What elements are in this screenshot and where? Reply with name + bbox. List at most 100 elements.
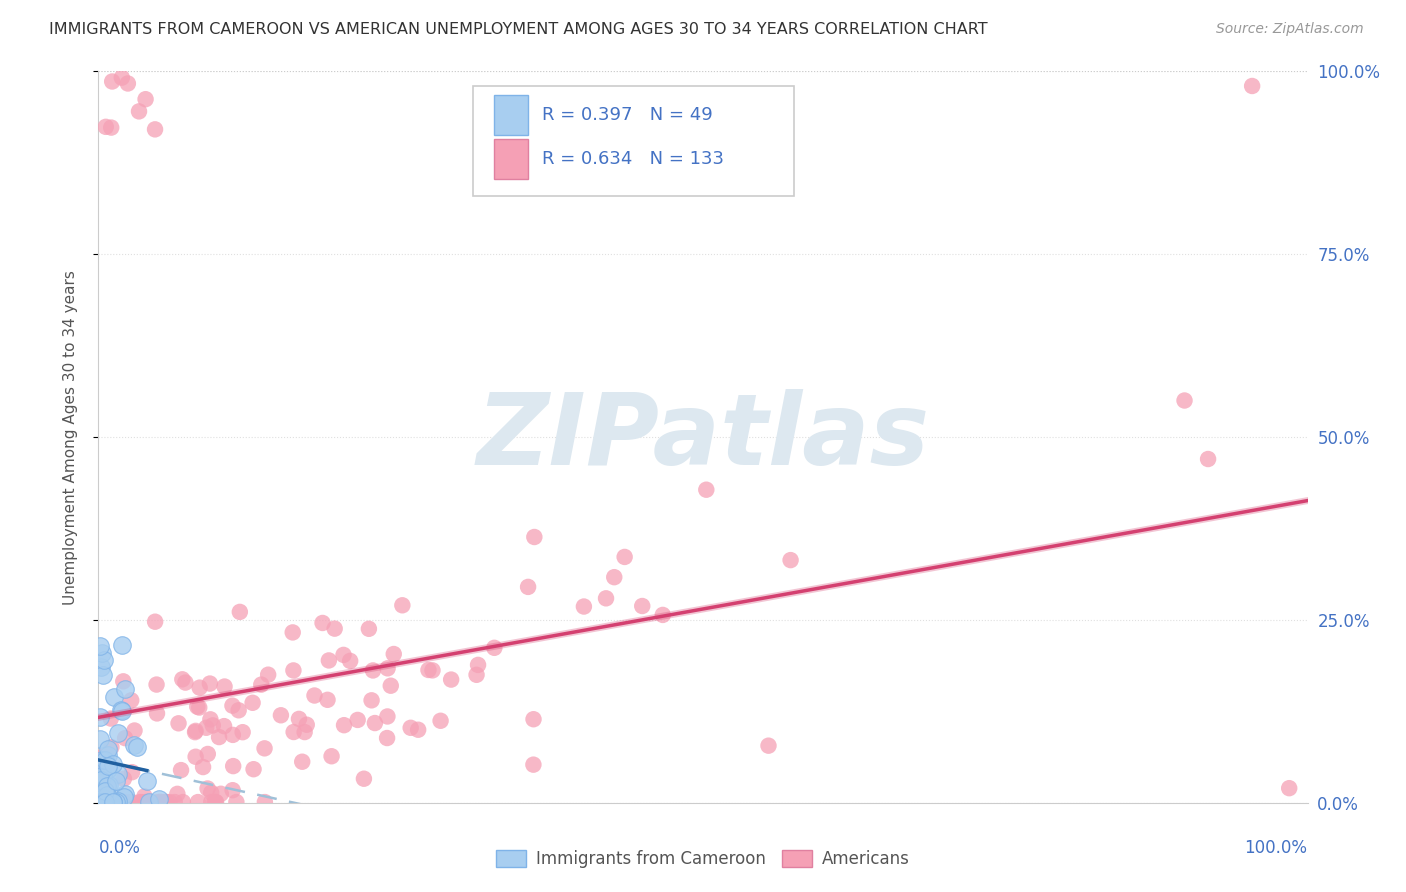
Point (149, 795, 172, 809)
Point (117, 795, 139, 809)
Point (135, 795, 157, 809)
Point (100, 120, 122, 135)
Point (155, 795, 177, 809)
Point (110, 703, 132, 717)
Point (91, 795, 114, 809)
Point (242, 696, 264, 710)
Point (112, 772, 135, 786)
Point (779, 553, 801, 567)
Point (148, 792, 170, 806)
Point (97, 762, 120, 776)
Point (465, 668, 488, 682)
Point (200, 712, 222, 726)
Point (316, 693, 339, 707)
Point (94, 764, 117, 779)
Point (188, 681, 211, 695)
Text: R = 0.397   N = 49: R = 0.397 N = 49 (543, 106, 713, 124)
Point (93, 783, 115, 797)
Point (101, 795, 124, 809)
Point (94, 795, 117, 809)
Point (758, 739, 780, 753)
Point (136, 795, 159, 809)
Point (112, 789, 135, 804)
Point (91, 769, 114, 783)
Point (229, 605, 252, 619)
Point (200, 795, 222, 809)
Point (94, 120, 117, 134)
Point (112, 795, 135, 809)
Point (283, 664, 305, 678)
Point (97, 779, 120, 793)
Point (467, 657, 489, 672)
Point (523, 530, 546, 544)
Point (96, 789, 118, 803)
Point (93, 765, 115, 780)
Point (121, 795, 143, 809)
Point (159, 795, 181, 809)
Point (101, 795, 124, 809)
Point (121, 765, 143, 780)
Point (187, 795, 209, 809)
FancyBboxPatch shape (494, 139, 527, 179)
Point (101, 74, 124, 88)
Point (89, 795, 111, 809)
Point (222, 728, 245, 742)
Point (91, 791, 114, 805)
Point (222, 759, 245, 773)
Point (375, 731, 398, 745)
Point (91, 767, 114, 781)
Point (143, 615, 166, 629)
Point (124, 723, 146, 738)
Point (91, 646, 114, 660)
Point (422, 664, 444, 678)
Point (209, 787, 232, 801)
Point (101, 795, 124, 809)
Point (114, 731, 136, 746)
Point (152, 795, 174, 809)
Point (221, 698, 243, 713)
Point (94, 795, 117, 809)
Point (107, 795, 129, 809)
Point (103, 757, 125, 772)
Point (91, 749, 114, 764)
Point (195, 721, 218, 735)
Point (91, 753, 114, 767)
Point (91, 795, 114, 809)
Point (353, 772, 375, 786)
Point (91, 795, 114, 809)
Text: 100.0%: 100.0% (1244, 839, 1308, 857)
Point (321, 749, 343, 764)
Point (360, 693, 382, 707)
Point (122, 738, 145, 752)
Point (603, 570, 626, 584)
Point (288, 712, 311, 726)
Point (97, 742, 120, 756)
Point (155, 795, 177, 809)
Point (101, 795, 124, 809)
Text: IMMIGRANTS FROM CAMEROON VS AMERICAN UNEMPLOYMENT AMONG AGES 30 TO 34 YEARS CORR: IMMIGRANTS FROM CAMEROON VS AMERICAN UNE… (49, 22, 988, 37)
Point (294, 725, 316, 739)
Point (143, 122, 166, 136)
Point (333, 718, 356, 732)
Point (318, 653, 340, 667)
Point (94, 753, 117, 767)
Point (134, 789, 156, 804)
Point (90, 795, 112, 809)
Point (90, 660, 112, 674)
Point (304, 689, 326, 703)
Point (125, 739, 148, 754)
Point (283, 725, 305, 739)
Point (204, 795, 226, 809)
Point (167, 716, 190, 731)
Point (205, 795, 228, 809)
Point (517, 580, 540, 594)
Point (172, 673, 194, 687)
Point (1197, 452, 1219, 467)
Point (146, 706, 169, 721)
Point (97, 759, 120, 773)
Point (111, 70, 134, 85)
Point (1173, 393, 1195, 408)
Point (135, 92, 157, 106)
Point (156, 795, 179, 809)
Point (107, 766, 129, 780)
